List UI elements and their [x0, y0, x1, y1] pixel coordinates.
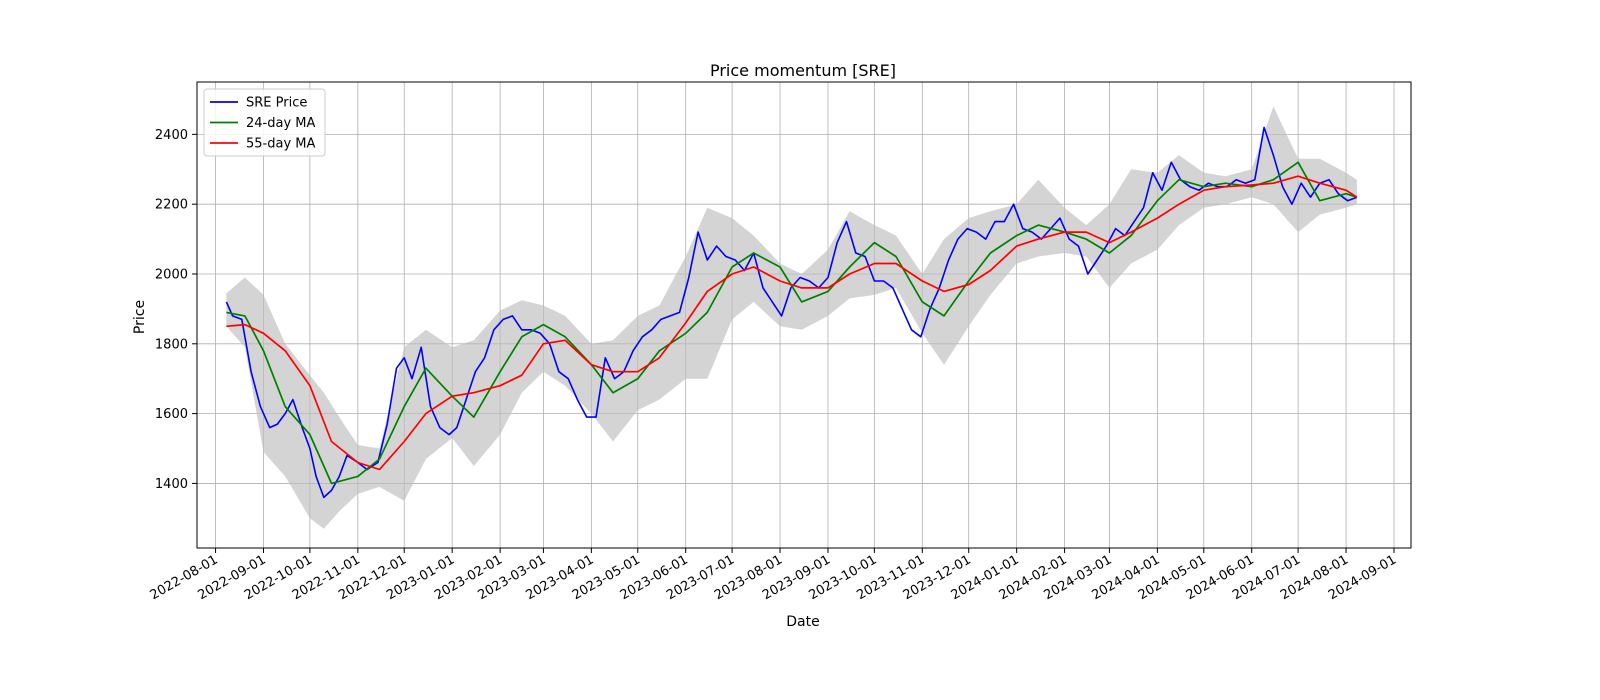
legend-entry: SRE Price: [246, 96, 307, 111]
legend-entry: 55-day MA: [246, 137, 315, 152]
y-tick-label: 1800: [155, 337, 188, 352]
legend: SRE Price 24-day MA 55-day MA: [203, 88, 326, 157]
volatility-band: [226, 106, 1357, 529]
y-tick-label: 2400: [155, 128, 188, 143]
plot-frame: [196, 81, 1412, 549]
55-day-ma-line: [226, 175, 1358, 471]
legend-entry: 24-day MA: [246, 116, 315, 131]
plot-area: 2022-08-012022-09-012022-10-012022-11-01…: [148, 81, 1412, 603]
y-tick-label: 2200: [155, 198, 188, 213]
y-tick-label: 1400: [155, 477, 188, 492]
chart-title: Price momentum [SRE]: [710, 61, 896, 80]
sre-price-line: [225, 126, 1358, 499]
y-tick-label: 2000: [155, 267, 188, 282]
x-axis-label: Date: [786, 614, 819, 630]
y-axis-label: Price: [132, 300, 148, 334]
y-tick-label: 1600: [155, 407, 188, 422]
legend-box: [203, 88, 326, 157]
